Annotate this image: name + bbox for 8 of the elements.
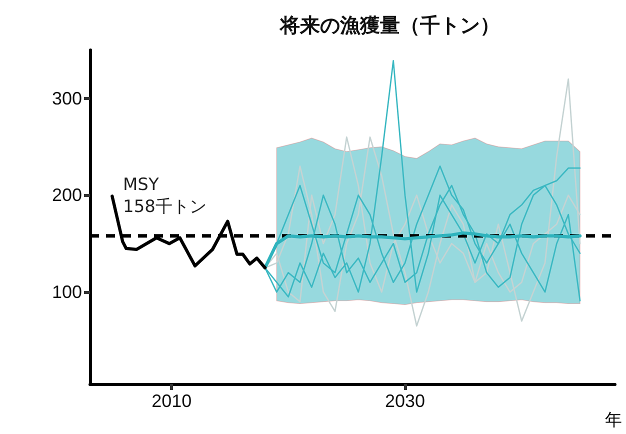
y-tick-label: 300 xyxy=(52,88,82,108)
x-tick-label: 2010 xyxy=(152,391,192,411)
y-tick-label: 100 xyxy=(52,282,82,302)
y-tick-label: 200 xyxy=(52,185,82,206)
ref-line-label: MSY 158千トン xyxy=(123,174,206,217)
x-axis-title: 年 xyxy=(605,410,622,430)
chart-title: 将来の漁獲量（千トン） xyxy=(279,13,500,37)
x-tick-label: 2030 xyxy=(384,391,426,411)
